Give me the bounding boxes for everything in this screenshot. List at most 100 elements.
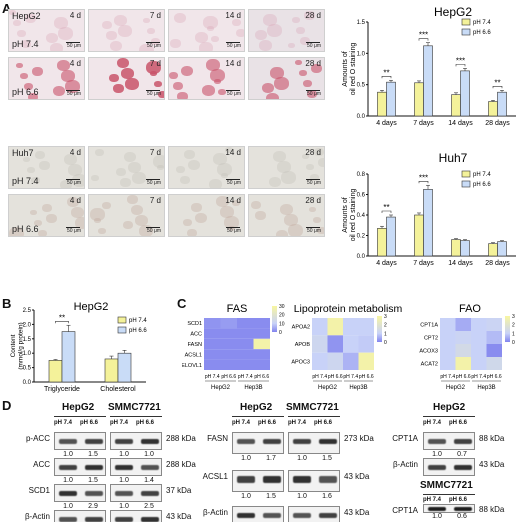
scale-bar — [66, 179, 80, 180]
heatmap-col-label: pH 7.4 — [440, 374, 455, 380]
blot-protein-label: p-ACC — [25, 434, 50, 443]
heatmap-col-label: pH 7.4 — [471, 374, 486, 380]
scale-bar — [66, 90, 80, 91]
cell-blob — [224, 216, 239, 229]
blot-ph-label: pH 6.6 — [314, 420, 333, 426]
cell-blob — [60, 180, 72, 188]
heatmap-cell — [486, 318, 502, 331]
heatmap-cell — [220, 338, 237, 350]
blot-cell-line-title: SMMC7721 — [420, 480, 473, 491]
cell-blob — [187, 229, 197, 236]
significance-label: ** — [383, 68, 389, 77]
heatmap-cell — [204, 359, 221, 370]
heatmap-col-label: pH 6.6 — [456, 374, 471, 380]
micrograph-image: 4 d pH 6.6 50 μm — [8, 194, 85, 237]
densitometry-value: 1.0 — [432, 451, 442, 458]
micrograph-image: 14 d 50 μm — [168, 194, 245, 237]
blot-membrane — [288, 470, 340, 492]
blot-ph-label: pH 6.6 — [449, 497, 468, 503]
cell-blob — [281, 171, 296, 184]
cell-blob — [30, 210, 37, 215]
cell-blob — [153, 155, 164, 168]
blot-group-bracket — [288, 416, 340, 417]
bar — [377, 228, 387, 257]
cell-blob — [75, 217, 84, 229]
color-scale-tick: 2 — [512, 323, 515, 329]
heatmap-cell — [237, 338, 254, 350]
y-tick-label: 2.5 — [23, 308, 32, 314]
color-scale — [272, 306, 277, 332]
heatmap-cell — [440, 344, 456, 357]
scale-bar-label: 50 μm — [67, 91, 81, 97]
blot-cell-line-title: HepG2 — [433, 402, 466, 413]
blot-membrane — [288, 506, 340, 522]
color-scale-tick: 1 — [384, 331, 387, 337]
blot-ph-label: pH 7.4 — [423, 497, 442, 503]
cell-blob — [67, 197, 79, 207]
scale-bar-label: 50 μm — [67, 180, 81, 186]
densitometry-value: 2.9 — [88, 503, 98, 510]
scale-bar — [226, 42, 240, 43]
protein-band — [237, 513, 255, 518]
micrograph-image: 14 d 50 μm — [168, 57, 245, 100]
micrograph-day-label: 14 d — [225, 196, 241, 205]
blot-membrane — [54, 484, 106, 502]
protein-band — [59, 491, 77, 496]
cell-blob — [151, 38, 160, 45]
color-scale-tick: 0 — [384, 340, 387, 346]
cell-blob — [9, 10, 16, 15]
y-tick-label: 2.0 — [23, 322, 32, 328]
significance-bracket — [381, 210, 392, 213]
cell-blob — [236, 29, 244, 37]
scale-bar-label: 50 μm — [67, 228, 81, 234]
heatmap-title: FAO — [459, 303, 481, 315]
cell-blob — [117, 58, 129, 68]
cell-blob — [110, 41, 122, 51]
significance-bracket — [418, 38, 429, 41]
micrograph-ph-label: pH 7.4 — [12, 39, 39, 49]
color-scale-tick: 20 — [279, 313, 285, 319]
blot-membrane — [423, 504, 475, 513]
micrograph-image: 14 d 50 μm — [168, 146, 245, 189]
x-tick-label: 28 days — [485, 120, 510, 127]
heatmap-col-label: pH 6.6 — [221, 374, 236, 380]
cell-blob — [221, 173, 228, 178]
protein-band — [237, 439, 255, 444]
cell-blob — [202, 85, 215, 96]
blot-membrane — [288, 432, 340, 454]
x-tick-label: 4 days — [376, 260, 397, 267]
bar — [386, 216, 396, 257]
heatmap-group-label: Hep3B — [477, 385, 495, 391]
legend-swatch — [117, 326, 127, 334]
heatmap-col-label: pH 7.4 — [238, 374, 253, 380]
heatmap-cell — [327, 335, 343, 353]
color-scale-tick: 10 — [279, 321, 285, 327]
micrograph-image: 4 d pH 6.6 50 μm — [8, 57, 85, 100]
legend-label: pH 6.6 — [473, 182, 491, 188]
cell-blob — [263, 14, 277, 26]
y-tick-label: 0.5 — [23, 366, 32, 372]
heatmap-row-label: CPT1A — [420, 323, 438, 329]
scale-bar — [306, 90, 320, 91]
cell-blob — [296, 27, 305, 34]
cell-blob — [176, 166, 185, 173]
cell-blob — [58, 27, 73, 40]
cell-blob — [251, 201, 261, 209]
micrograph-day-label: 7 d — [149, 148, 161, 157]
blot-ph-label: pH 6.6 — [449, 420, 468, 426]
heatmap-col-label: pH 7.4 — [343, 374, 358, 380]
cell-blob — [280, 204, 293, 215]
micrograph-day-label: 4 d — [69, 196, 81, 205]
protein-band — [319, 476, 337, 483]
heatmap-cell — [455, 331, 471, 344]
cell-blob — [128, 162, 141, 173]
blot-protein-label: β-Actin — [392, 460, 418, 469]
cell-blob — [262, 83, 274, 93]
cell-blob — [303, 80, 312, 87]
blot-protein-label: ACSL1 — [202, 472, 228, 481]
chart-title: HepG2 — [434, 5, 472, 19]
cell-blob — [150, 71, 157, 76]
heatmap-group-label: HepG2 — [446, 385, 466, 391]
micrograph-day-label: 28 d — [305, 59, 321, 68]
